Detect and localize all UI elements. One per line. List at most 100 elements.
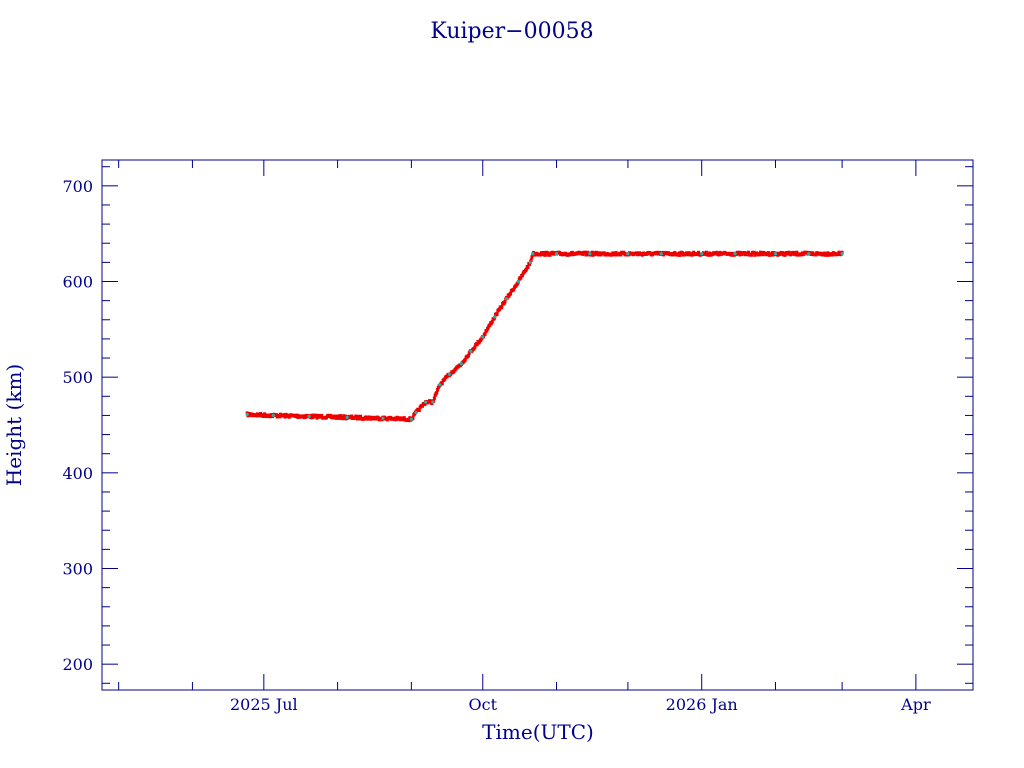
data-point [512,287,516,292]
data-point [283,415,287,419]
data-point [282,413,286,417]
x-tick-label: Apr [900,695,931,714]
data-point [528,262,532,266]
data-point [794,252,798,257]
sample-marker [493,315,497,319]
data-point [394,417,398,422]
y-axis-label: Height (km) [2,364,26,486]
data-point [497,307,501,312]
data-point [341,416,345,421]
data-point [589,252,593,257]
data-point [495,312,499,317]
data-point [350,414,354,419]
data-point [342,414,346,418]
data-point [339,414,343,418]
y-tick-label: 200 [62,655,93,674]
y-tick-label: 400 [62,464,93,483]
data-point [475,342,479,347]
data-point [509,291,513,296]
data-point [583,250,587,255]
data-point [485,328,489,333]
data-point [529,258,533,263]
data-point [524,267,528,272]
data-point [402,416,406,420]
data-point [440,381,444,386]
sample-marker [271,413,275,418]
data-point [488,323,492,327]
data-point [519,276,523,280]
data-point [585,250,589,255]
data-point [503,299,507,304]
sample-marker [840,252,844,256]
data-point [530,255,534,259]
data-point [766,251,770,255]
data-point [355,414,359,419]
sample-marker [504,297,509,301]
data-point [737,250,741,255]
data-point [613,252,617,257]
y-tick-label: 300 [62,560,93,579]
sample-marker [424,400,428,404]
sample-marker [773,252,778,256]
data-point [310,413,314,418]
data-point [423,402,427,407]
data-point [543,253,547,257]
data-point [343,416,347,421]
data-point [619,252,623,257]
x-tick-label: 2025 Jul [230,695,298,714]
data-point [435,390,439,395]
sample-marker [245,412,249,417]
data-series [245,250,844,423]
data-point [408,416,412,420]
sample-marker [626,252,630,256]
data-point [358,416,362,421]
data-point [500,305,504,309]
data-point [473,345,477,350]
data-point [278,414,282,419]
data-point [311,415,315,420]
sample-marker [447,372,452,376]
data-point [590,250,594,255]
data-point [591,253,595,257]
data-point [314,413,318,418]
sample-marker [345,415,349,419]
data-point [738,252,742,257]
sample-marker [531,252,535,256]
sample-marker [431,400,435,404]
data-point [486,325,490,330]
plot-frame [101,159,974,691]
data-point [490,319,494,324]
data-point [793,250,797,255]
data-point [463,358,467,362]
data-point [520,273,524,278]
data-point [746,252,750,257]
sample-marker [700,252,704,256]
data-point [831,252,835,257]
data-point [315,416,319,420]
data-point [677,251,681,256]
data-point [336,416,340,420]
sample-marker [588,252,592,256]
y-tick-label: 600 [62,272,93,291]
y-tick-label: 500 [62,368,93,387]
x-axis-label: Time(UTC) [482,720,594,744]
sample-marker [409,417,413,421]
data-point [320,413,324,418]
data-point [344,414,348,419]
data-point [407,418,411,423]
data-point [355,416,359,421]
sample-marker [307,414,311,418]
sample-marker [469,349,473,353]
data-point [309,415,313,420]
data-point [771,252,775,257]
x-tick-label: 2026 Jan [666,695,738,714]
data-point [750,253,754,257]
sample-marker [733,252,737,256]
data-point [420,404,424,408]
chart-title: Kuiper−00058 [430,19,593,44]
data-point [411,416,415,420]
data-point [526,265,530,270]
sample-marker [381,416,385,420]
